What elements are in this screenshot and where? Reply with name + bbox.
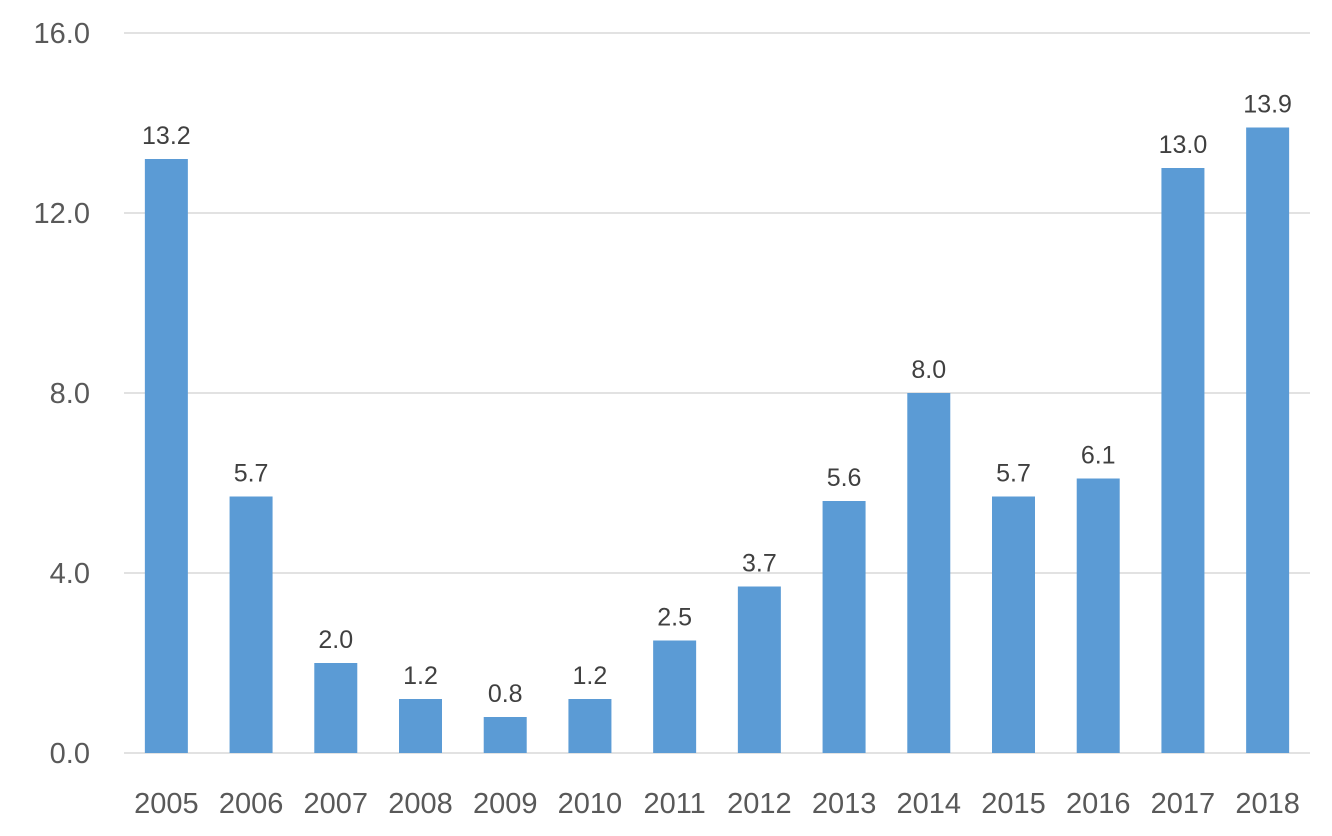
x-tick-label-2012: 2012	[727, 788, 792, 820]
x-tick-label-2006: 2006	[219, 788, 284, 820]
bar-2005	[144, 159, 188, 753]
y-axis-ticks: 0.0 4.0 8.0 12.0 16.0	[34, 18, 90, 770]
gridlines	[124, 32, 1310, 754]
x-tick-label-2017: 2017	[1151, 788, 1216, 820]
bar-2013	[822, 501, 866, 753]
bar-2007	[314, 663, 358, 753]
bar-2018	[1246, 127, 1290, 753]
data-label-2007: 2.0	[318, 626, 353, 654]
x-tick-label-2014: 2014	[897, 788, 962, 820]
data-labels: 13.2 5.7 2.0 1.2 0.8 1.2 2.5 3.7 5.6 8.0 5.7 6.1 13.…	[142, 91, 1292, 709]
data-label-2018: 13.9	[1243, 91, 1292, 119]
data-label-2010: 1.2	[573, 662, 608, 690]
bar-2017	[1161, 168, 1205, 753]
bar-2008	[399, 699, 442, 753]
x-tick-label-2015: 2015	[981, 788, 1046, 820]
x-tick-label-2018: 2018	[1235, 788, 1300, 820]
x-tick-label-2016: 2016	[1066, 788, 1131, 820]
data-label-2016: 6.1	[1081, 442, 1116, 470]
x-tick-label-2007: 2007	[304, 788, 369, 820]
bar-2015	[992, 496, 1035, 753]
x-tick-label-2005: 2005	[134, 788, 199, 820]
data-label-2009: 0.8	[488, 680, 523, 708]
data-label-2015: 5.7	[996, 460, 1031, 488]
bar-2012	[737, 586, 781, 753]
bar-2006	[229, 496, 273, 753]
data-label-2014: 8.0	[911, 356, 946, 384]
data-label-2008: 1.2	[403, 662, 438, 690]
x-tick-label-2009: 2009	[473, 788, 538, 820]
bars	[144, 127, 1290, 753]
y-tick-label: 4.0	[50, 558, 90, 590]
bar-2011	[653, 640, 697, 753]
bar-2009	[483, 717, 527, 753]
x-tick-label-2010: 2010	[558, 788, 623, 820]
data-label-2013: 5.6	[827, 464, 862, 492]
data-label-2012: 3.7	[742, 550, 777, 578]
bar-2010	[568, 699, 612, 753]
y-tick-label: 16.0	[34, 18, 90, 50]
y-tick-label: 12.0	[34, 198, 90, 230]
y-tick-label: 0.0	[50, 738, 90, 770]
bar-2014	[907, 393, 951, 753]
data-label-2005: 13.2	[142, 122, 191, 150]
x-axis-ticks: 2005 2006 2007 2008 2009 2010 2011 2012 2013 2014…	[134, 788, 1300, 820]
x-tick-label-2011: 2011	[643, 788, 705, 820]
x-tick-label-2008: 2008	[388, 788, 453, 820]
data-label-2006: 5.7	[234, 460, 269, 488]
data-label-2017: 13.0	[1159, 131, 1208, 159]
bar-2016	[1076, 478, 1120, 753]
y-tick-label: 8.0	[50, 378, 90, 410]
data-label-2011: 2.5	[657, 604, 692, 632]
x-tick-label-2013: 2013	[812, 788, 877, 820]
